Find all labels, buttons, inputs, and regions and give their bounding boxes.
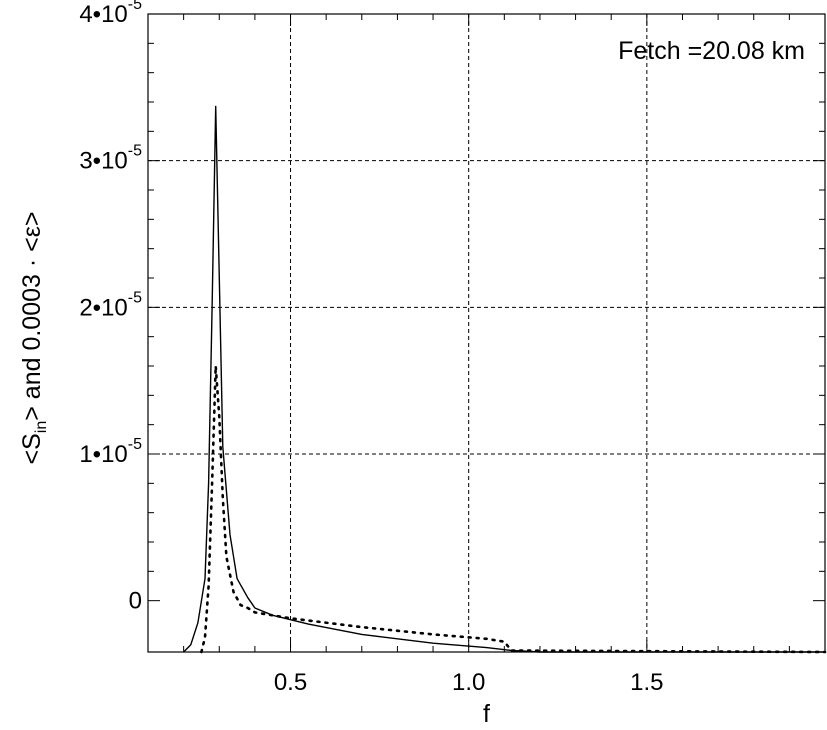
grid-layer [148,13,825,652]
dotted-series-line [200,364,827,654]
x-tick-label: 1.5 [630,669,663,696]
y-axis-title-subscript: in [33,421,50,433]
y-axis-title-suffix: > and 0.0003 · <ε> [18,212,46,421]
y-tick-labels: 0 1•10-5 2•10-5 3•10-5 4•10-5 [79,0,142,615]
solid-series-line [183,105,825,653]
y-axis-title-prefix: <S [18,433,46,464]
y-tick-label: 2•10-5 [79,289,142,321]
plot-frame [147,13,826,653]
y-tick-label: 4•10-5 [79,0,142,28]
series-layer [183,105,827,654]
y-tick-label: 1•10-5 [79,436,142,468]
y-tick-label: 3•10-5 [79,143,142,175]
minor-ticks [147,13,826,652]
x-tick-label: 1.0 [452,669,485,696]
fetch-annotation: Fetch =20.08 km [618,37,805,65]
x-tick-label: 0.5 [274,669,307,696]
x-tick-labels: 0.5 1.0 1.5 [274,669,664,696]
y-axis-title: <Sin> and 0.0003 · <ε> [18,212,50,465]
x-axis-title: f [483,700,490,728]
y-tick-label: 0 [129,588,142,615]
